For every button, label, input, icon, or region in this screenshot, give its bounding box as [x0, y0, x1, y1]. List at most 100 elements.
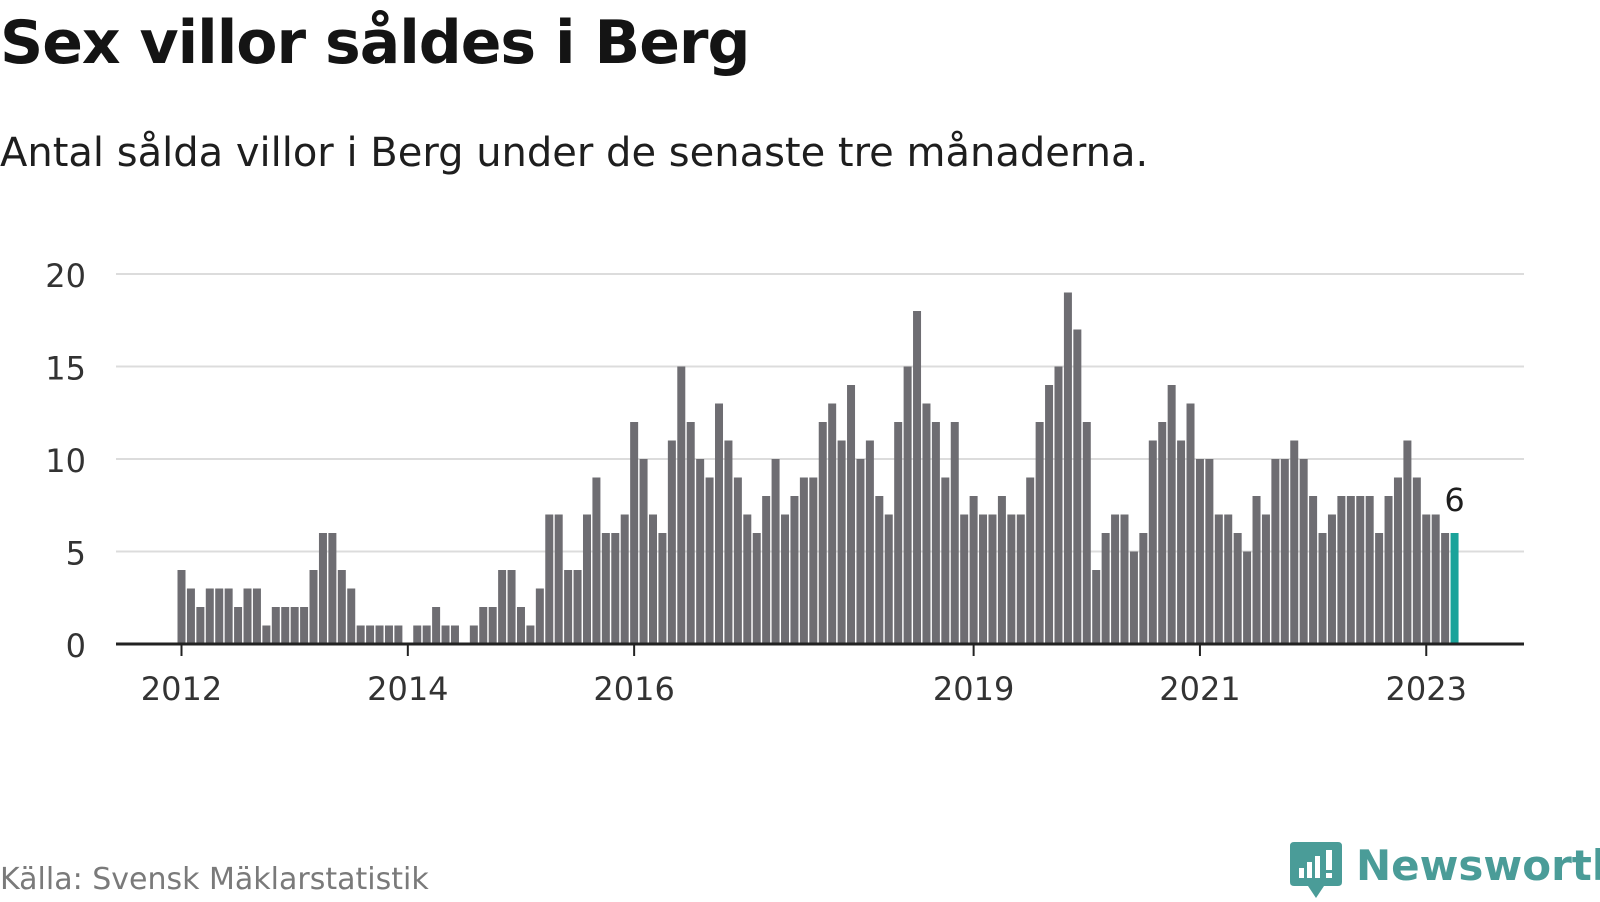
bar: [1224, 514, 1233, 644]
x-tick-label: 2014: [367, 670, 448, 708]
bar: [1271, 459, 1280, 644]
bar: [1337, 496, 1346, 644]
bar: [997, 496, 1006, 644]
bar: [1167, 385, 1176, 644]
bar: [781, 514, 790, 644]
bar: [1356, 496, 1365, 644]
bar: [667, 440, 676, 644]
bar: [186, 588, 195, 644]
bar: [1365, 496, 1374, 644]
bar: [931, 422, 940, 644]
bar: [507, 570, 516, 644]
bar: [356, 625, 365, 644]
source-note: Källa: Svensk Mäklarstatistik: [0, 862, 429, 897]
bar: [1243, 551, 1252, 644]
bar: [1120, 514, 1129, 644]
bar: [1346, 496, 1355, 644]
bar: [1129, 551, 1138, 644]
data-label-last: 6: [1444, 481, 1464, 519]
x-tick-label: 2019: [933, 670, 1014, 708]
bar: [1318, 533, 1327, 644]
bar: [1158, 422, 1167, 644]
bar: [960, 514, 969, 644]
bar: [1063, 292, 1072, 644]
data-labels: 6: [1444, 481, 1464, 519]
bar: [1111, 514, 1120, 644]
bar: [384, 625, 393, 644]
bar: [262, 625, 271, 644]
bar: [526, 625, 535, 644]
bar: [1327, 514, 1336, 644]
bar: [1139, 533, 1148, 644]
bar: [658, 533, 667, 644]
y-tick-label: 10: [45, 442, 86, 480]
bar: [243, 588, 252, 644]
chart-title: Sex villor såldes i Berg: [0, 8, 750, 78]
bar: [177, 570, 186, 644]
bar: [649, 514, 657, 644]
bar: [1214, 514, 1223, 644]
bar: [309, 570, 318, 644]
bar: [252, 588, 261, 644]
bar: [1177, 440, 1186, 644]
bar: [488, 607, 497, 644]
bar: [1441, 533, 1450, 644]
bar: [1393, 477, 1402, 644]
bar: [1384, 496, 1393, 644]
bar: [1092, 570, 1101, 644]
bar: [290, 607, 299, 644]
bar: [592, 477, 601, 644]
bar: [1082, 422, 1091, 644]
y-tick-label: 20: [45, 257, 86, 295]
bar: [856, 459, 865, 644]
bar: [337, 570, 346, 644]
bar: [601, 533, 610, 644]
bar: [762, 496, 771, 644]
bar: [328, 533, 337, 644]
bar: [630, 422, 639, 644]
bar: [611, 533, 620, 644]
bar: [450, 625, 459, 644]
bar: [799, 477, 808, 644]
bar: [677, 366, 686, 644]
bar: [535, 588, 544, 644]
bar: [224, 588, 233, 644]
bar: [366, 625, 375, 644]
newsworthy-logo: Newsworthy: [1290, 842, 1600, 902]
y-axis-ticks: 0 5 10 15 20: [45, 257, 86, 665]
bar: [837, 440, 846, 644]
bar: [818, 422, 827, 644]
y-tick-label: 15: [45, 350, 86, 388]
bar: [1007, 514, 1016, 644]
bar: [469, 625, 478, 644]
bar: [913, 311, 922, 644]
bar: [1309, 496, 1318, 644]
bar: [715, 403, 724, 644]
bar: [441, 625, 450, 644]
bar: [564, 570, 573, 644]
y-tick-label: 0: [66, 627, 86, 665]
bar: [790, 496, 799, 644]
bar: [1412, 477, 1421, 644]
bar: [1148, 440, 1157, 644]
bar: [394, 625, 403, 644]
bar: [234, 607, 243, 644]
bars: [177, 292, 1459, 644]
bar: [196, 607, 205, 644]
bar: [554, 514, 563, 644]
bar: [941, 477, 950, 644]
bar: [347, 588, 356, 644]
bar: [479, 607, 488, 644]
bar: [1073, 329, 1082, 644]
bar: [432, 607, 441, 644]
bar-highlight: [1450, 533, 1459, 644]
bar: [1205, 459, 1214, 644]
bar: [498, 570, 507, 644]
bar: [875, 496, 884, 644]
bar: [1054, 366, 1063, 644]
logo-text: Newsworthy: [1356, 841, 1600, 890]
bar: [639, 459, 648, 644]
bar: [1431, 514, 1440, 644]
bar: [620, 514, 629, 644]
bar: [1290, 440, 1299, 644]
